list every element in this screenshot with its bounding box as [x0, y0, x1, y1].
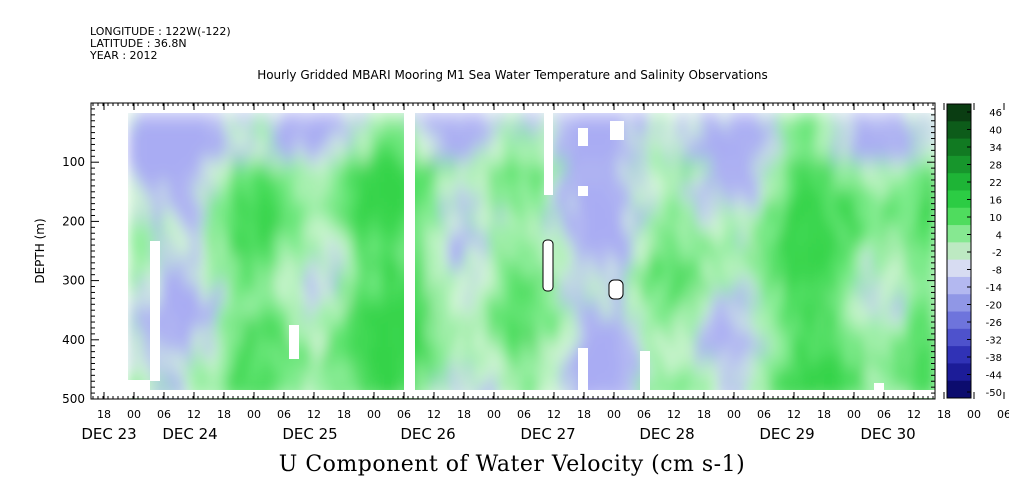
colorbar-label: -26	[986, 318, 1002, 329]
x-hour-tick-label: 00	[727, 408, 741, 421]
colorbar-swatch	[947, 363, 971, 382]
x-hour-tick-label: 06	[157, 408, 171, 421]
longitude-label: LONGITUDE : 122W(-122)	[90, 25, 231, 38]
colorbar-label: 46	[989, 108, 1002, 119]
x-day-label: DEC 28	[639, 425, 694, 443]
colorbar-swatch	[947, 207, 971, 226]
x-day-label: DEC 27	[520, 425, 575, 443]
x-day-label: DEC 23	[81, 425, 136, 443]
y-tick-label: 200	[62, 214, 85, 228]
x-hour-tick-label: 18	[697, 408, 711, 421]
data-gaps	[92, 104, 935, 398]
x-hour-tick-label: 06	[517, 408, 531, 421]
colorbar-label: 16	[989, 196, 1002, 207]
colorbar-label: 34	[989, 143, 1002, 154]
colorbar-label: -44	[986, 371, 1002, 382]
x-day-label: DEC 26	[400, 425, 455, 443]
colorbar-swatch	[947, 225, 971, 243]
x-hour-tick-label: 06	[637, 408, 651, 421]
colorbar-label: 40	[989, 126, 1002, 137]
colorbar-label: 28	[989, 161, 1002, 172]
x-hour-tick-label: 18	[97, 408, 111, 421]
x-hour-tick-label: 06	[397, 408, 411, 421]
colorbar-swatch	[947, 259, 971, 278]
colorbar-label: -32	[986, 336, 1002, 347]
x-hour-tick-label: 18	[937, 408, 951, 421]
colorbar-swatch	[947, 294, 971, 313]
colorbar-swatch	[947, 190, 971, 209]
x-hour-tick-label: 00	[847, 408, 861, 421]
colorbar-label: -14	[986, 283, 1002, 294]
x-hour-tick-label: 00	[967, 408, 981, 421]
x-hour-tick-label: 18	[817, 408, 831, 421]
x-hour-tick-label: 12	[427, 408, 441, 421]
x-hour-tick-label: 12	[787, 408, 801, 421]
y-tick-label: 400	[62, 333, 85, 347]
colorbar-swatch	[947, 328, 971, 347]
colorbar-label: -38	[986, 353, 1002, 364]
x-hour-tick-label: 12	[667, 408, 681, 421]
y-tick-label: 100	[62, 155, 85, 169]
colorbar-swatch	[947, 155, 971, 174]
y-tick-label: 500	[62, 392, 85, 406]
colorbar-swatch	[947, 380, 971, 399]
x-day-label: DEC 30	[860, 425, 915, 443]
x-hour-tick-label: 12	[907, 408, 921, 421]
colorbar-swatch	[947, 138, 971, 157]
x-hour-tick-label: 06	[997, 408, 1009, 421]
axes: 18 00 06 12 18 00 06 12 18 00 06 12 18 00 06 12 18 00 06 12…	[62, 102, 1009, 443]
colorbar-label: -8	[992, 266, 1002, 277]
chart-title: Hourly Gridded MBARI Mooring M1 Sea Wate…	[257, 68, 768, 82]
x-hour-tick-label: 18	[457, 408, 471, 421]
x-hour-tick-label: 18	[337, 408, 351, 421]
x-hour-tick-label: 00	[367, 408, 381, 421]
x-day-label: DEC 29	[759, 425, 814, 443]
year-label: YEAR : 2012	[90, 49, 158, 62]
x-hour-tick-label: 06	[277, 408, 291, 421]
colorbar-swatch	[947, 346, 971, 364]
x-hour-tick-label: 18	[217, 408, 231, 421]
colorbar-swatch	[947, 104, 971, 122]
x-day-label: DEC 24	[162, 425, 217, 443]
colorbar-label: -2	[992, 248, 1002, 259]
latitude-label: LATITUDE : 36.8N	[90, 37, 187, 50]
x-hour-tick-label: 12	[547, 408, 561, 421]
colorbar-swatch	[947, 242, 971, 261]
colorbar-label: 10	[989, 213, 1002, 224]
colorbar-swatch	[947, 173, 971, 191]
colorbar-swatch	[947, 311, 971, 330]
colorbar-swatch	[947, 121, 971, 140]
x-hour-tick-label: 18	[577, 408, 591, 421]
colorbar-swatch	[947, 276, 971, 295]
x-day-label: DEC 25	[282, 425, 337, 443]
colorbar-label: -20	[986, 301, 1002, 312]
x-hour-tick-label: 06	[757, 408, 771, 421]
x-hour-tick-label: 00	[127, 408, 141, 421]
x-hour-tick-label: 06	[877, 408, 891, 421]
colorbar: 46 40 34 28 22 16 10 4 -2 -8 -14 -20 -26 -32 -38 -44 -50	[946, 103, 1002, 399]
colorbar-label: -50	[986, 388, 1002, 399]
x-hour-tick-label: 00	[607, 408, 621, 421]
x-hour-tick-label: 12	[307, 408, 321, 421]
x-hour-tick-label: 00	[247, 408, 261, 421]
colorbar-label: 22	[989, 178, 1002, 189]
colorbar-label: 4	[996, 231, 1002, 242]
heatmap-field	[128, 113, 935, 399]
y-axis-label: DEPTH (m)	[33, 218, 47, 283]
y-tick-label: 300	[62, 274, 85, 288]
x-hour-tick-label: 12	[187, 408, 201, 421]
x-axis-label: U Component of Water Velocity (cm s-1)	[278, 452, 746, 477]
x-hour-tick-label: 00	[487, 408, 501, 421]
